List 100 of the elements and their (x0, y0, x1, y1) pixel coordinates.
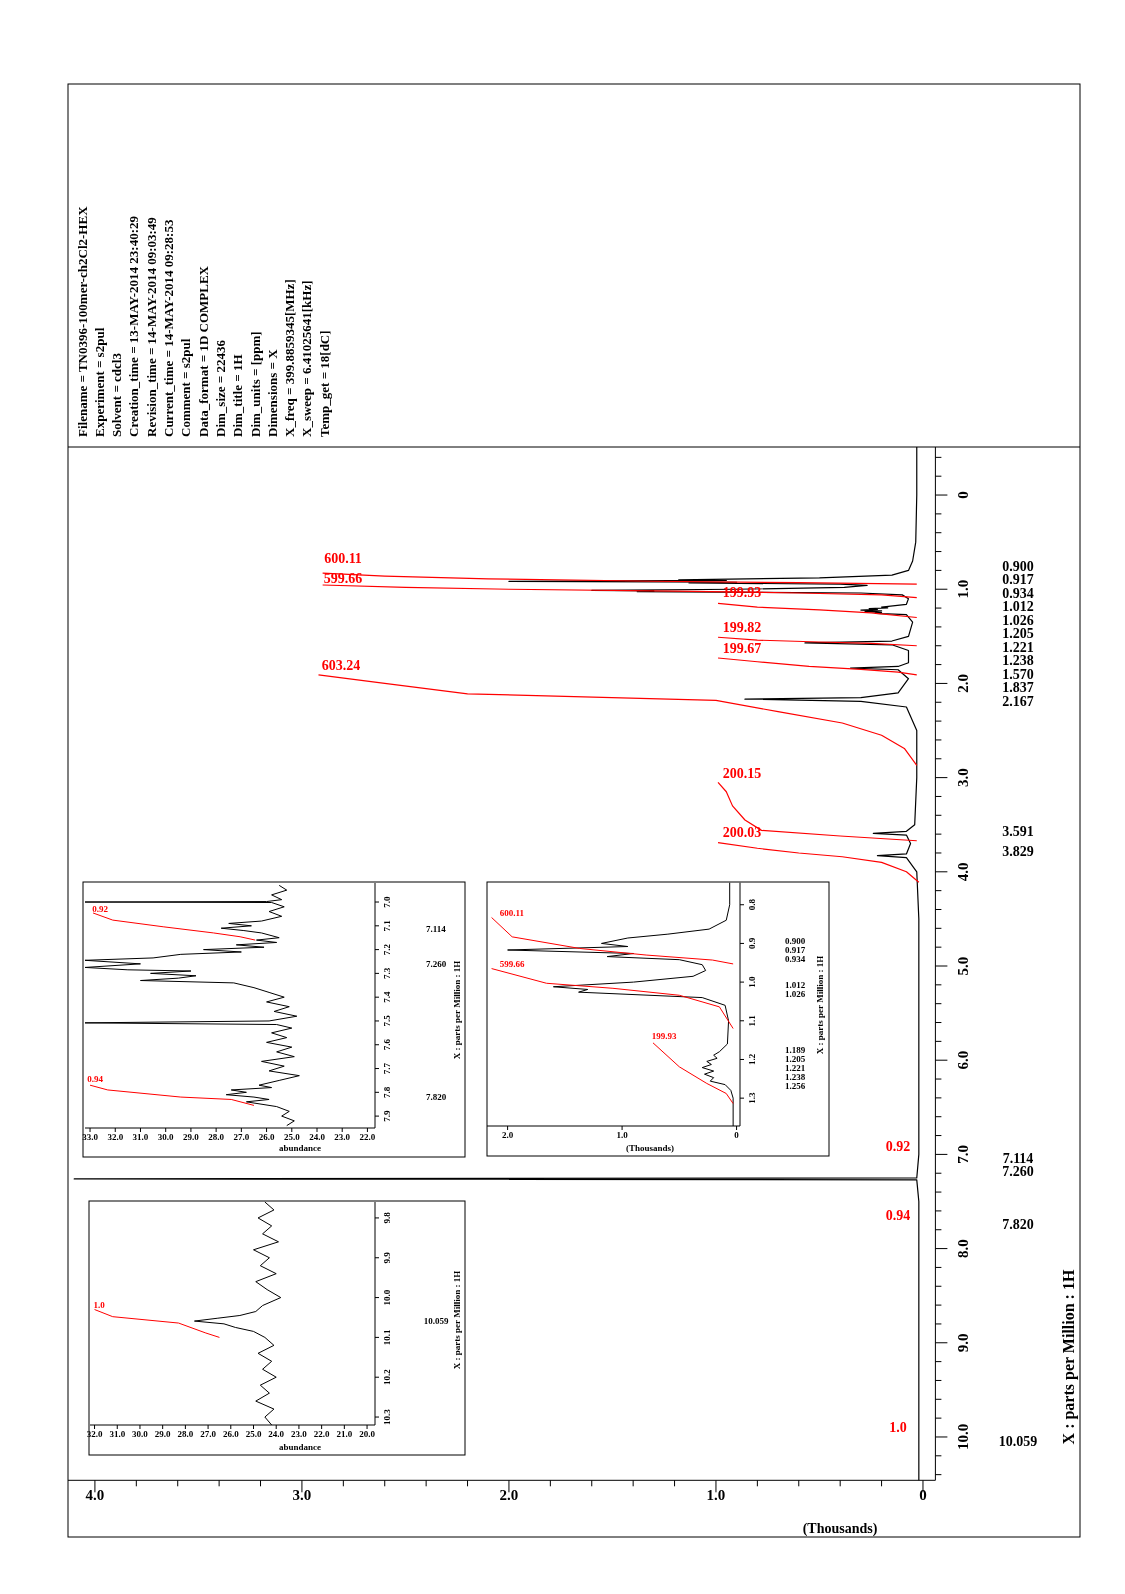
text: Data_format = 1D COMPLEX (195, 265, 211, 437)
x-tick-label: 25.0 (245, 1429, 262, 1439)
text: 7.260 (1002, 1163, 1034, 1179)
annotation: 199.93 (651, 1031, 677, 1041)
y-tick-label: 7.3 (382, 967, 392, 980)
y-tick-label: 0 (955, 491, 972, 499)
y-tick-label: 4.0 (955, 862, 972, 882)
annotation: 7.820 (425, 1092, 447, 1102)
annotation: 1.256 (784, 1081, 806, 1091)
text: 0.900 (1002, 558, 1034, 574)
annotation: 7.260 (425, 959, 447, 969)
text: 0.917 (1002, 572, 1034, 587)
text: Filename = TN0396-100mer-ch2Cl2-HEX (74, 205, 90, 437)
annotation: 599.66 (499, 959, 525, 969)
y-tick-label: 7.6 (382, 1038, 392, 1051)
annotation: 199.67 (722, 640, 762, 656)
y-tick-label: 2.0 (955, 674, 972, 693)
x-tick-label: 1.0 (616, 1130, 629, 1140)
text: 1.221 (1002, 639, 1034, 655)
y-tick-label: 1.0 (955, 579, 972, 599)
x-tick-label: 3.0 (292, 1487, 312, 1504)
y-tick-label: 7.9 (382, 1109, 392, 1122)
x-tick-label: 28.0 (177, 1429, 194, 1439)
y-axis-title: X : parts per Million : 1H (452, 1270, 462, 1370)
line-series (89, 1084, 255, 1106)
annotation: 1.221 (784, 1063, 806, 1073)
text: 1.026 (1002, 612, 1034, 628)
line-series (717, 602, 918, 619)
line-series (652, 1042, 734, 1105)
y-tick-label: 7.1 (382, 919, 392, 932)
x-tick-label: 26.0 (258, 1132, 275, 1142)
y-tick-label: 1.0 (747, 975, 757, 988)
line-series (717, 781, 918, 842)
line-series (94, 1309, 220, 1338)
x-tick-label: 32.0 (107, 1132, 124, 1142)
line-series (491, 917, 734, 965)
line-series (717, 842, 920, 883)
x-tick-label: 23.0 (291, 1429, 308, 1439)
text: Temp_get = 18[dC] (316, 330, 332, 437)
text: 1.238 (1002, 653, 1034, 668)
x-tick-label: 0 (919, 1487, 927, 1504)
y-tick-label: 1.1 (747, 1014, 757, 1027)
annotation: 0.94 (885, 1207, 911, 1223)
text: 7.820 (1002, 1216, 1034, 1232)
x-tick-label: 29.0 (183, 1132, 200, 1142)
y-tick-label: 10.0 (955, 1423, 972, 1451)
text: Current_time = 14-MAY-2014 09:28:53 (161, 219, 176, 437)
annotation: 0.92 (885, 1138, 911, 1154)
y-tick-label: 0.8 (747, 898, 757, 911)
annotation: 7.114 (426, 924, 447, 934)
annotation: 600.11 (499, 908, 525, 918)
line-series (491, 968, 734, 1030)
text: Dimensions = X (264, 348, 280, 437)
text: 1.837 (1002, 680, 1034, 695)
annotation: 1.026 (784, 989, 806, 999)
x-axis-title: abundance (278, 1442, 322, 1452)
y-tick-label: 7.0 (382, 895, 392, 908)
x-tick-label: 32.0 (86, 1429, 103, 1439)
annotation: 0.94 (87, 1074, 104, 1084)
x-tick-label: 31.0 (132, 1132, 149, 1142)
x-tick-label: 30.0 (132, 1429, 149, 1439)
x-tick-label: 1.0 (706, 1487, 726, 1504)
y-tick-label: 10.1 (382, 1329, 392, 1346)
text: 2.167 (1002, 693, 1034, 709)
annotation: 0.934 (784, 954, 806, 964)
y-tick-label: 9.0 (955, 1333, 972, 1353)
text: Dim_title = 1H (230, 354, 246, 437)
line-series (322, 584, 918, 599)
y-tick-label: 7.8 (382, 1086, 392, 1098)
x-tick-label: 23.0 (334, 1132, 351, 1142)
y-tick-label: 3.0 (955, 768, 972, 787)
annotation: 1.0 (93, 1300, 106, 1310)
x-tick-label: 22.0 (359, 1132, 376, 1142)
annotation: 0.900 (784, 936, 806, 946)
x-tick-label: 27.0 (233, 1132, 250, 1142)
x-tick-label: 21.0 (336, 1429, 353, 1439)
y-tick-label: 10.0 (382, 1289, 392, 1306)
annotation: 599.66 (323, 570, 363, 586)
y-tick-label: 7.4 (382, 991, 392, 1003)
x-tick-label: 26.0 (222, 1429, 240, 1439)
annotation: 600.11 (324, 550, 362, 566)
line-series (717, 657, 918, 676)
x-axis-title: abundance (278, 1143, 322, 1153)
y-tick-label: 7.0 (955, 1145, 972, 1164)
text: 1.570 (1002, 666, 1034, 682)
y-tick-label: 7.5 (382, 1014, 392, 1027)
line-series (322, 572, 918, 585)
x-tick-label: 24.0 (309, 1132, 326, 1142)
text: 0.934 (1002, 585, 1034, 601)
x-tick-label: 33.0 (82, 1132, 99, 1142)
text: Dim_units = [ppm] (247, 331, 263, 437)
y-tick-label: 10.3 (382, 1408, 392, 1425)
y-tick-label: 1.2 (747, 1053, 757, 1066)
x-tick-label: 29.0 (154, 1429, 172, 1439)
text: X_freq = 399.8859345[MHz] (282, 279, 298, 437)
annotation: 1.205 (784, 1054, 806, 1064)
text: 1.205 (1002, 626, 1034, 641)
y-axis-title: X : parts per Million : 1H (1059, 1269, 1078, 1445)
y-tick-label: 0.9 (747, 937, 757, 950)
line-series (317, 674, 918, 766)
